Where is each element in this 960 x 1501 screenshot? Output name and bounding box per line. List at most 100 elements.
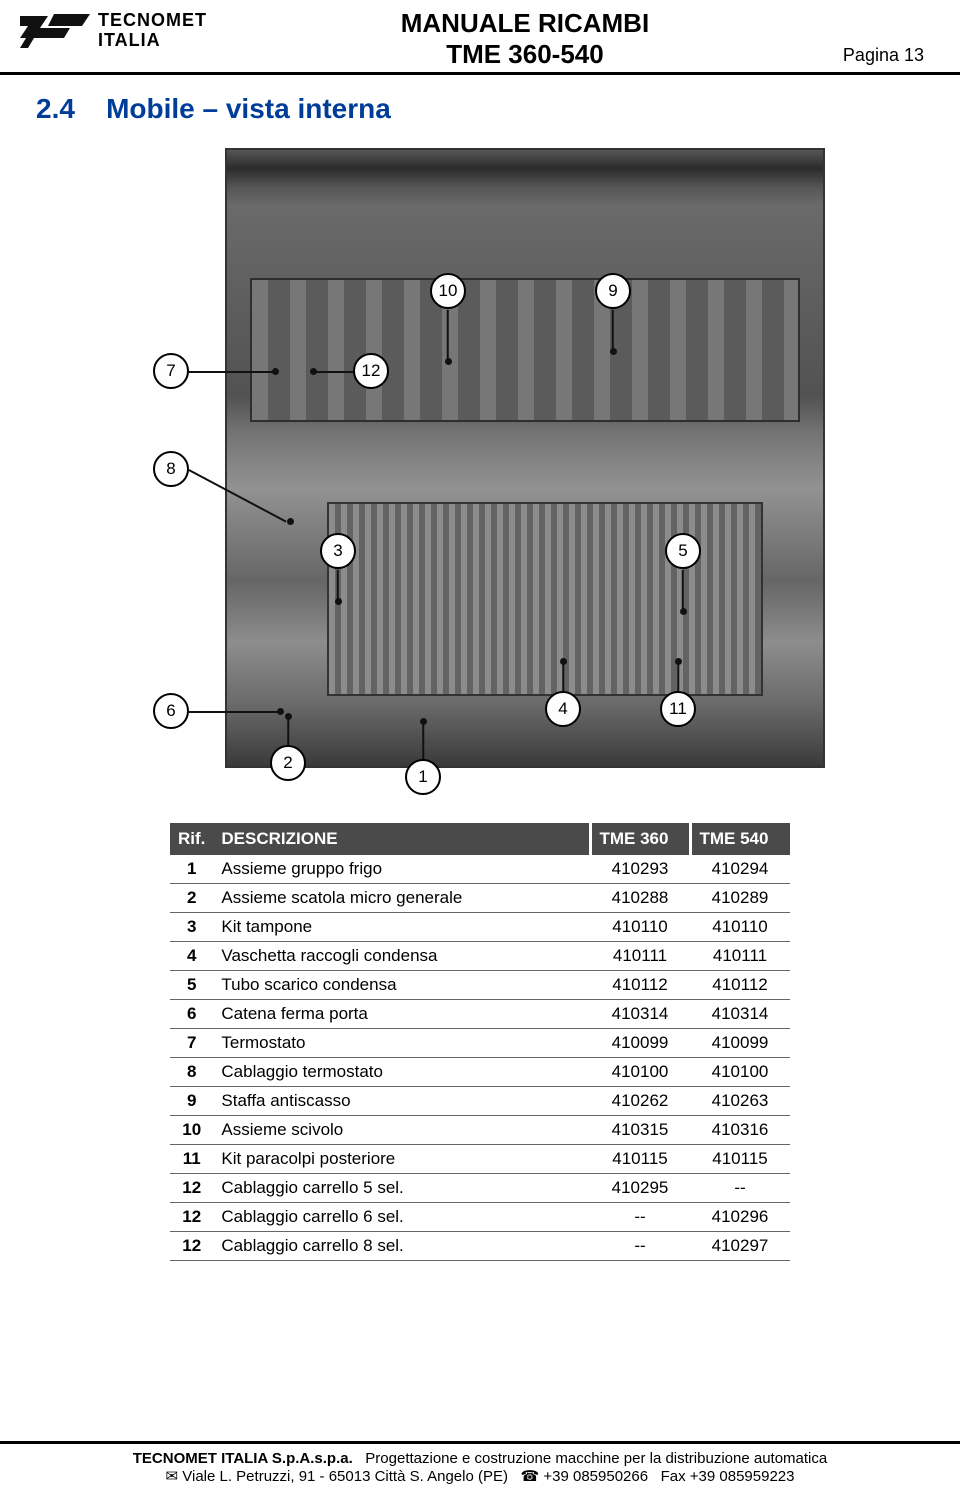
cell-code2: 410111	[690, 942, 790, 971]
cell-code2: 410112	[690, 971, 790, 1000]
leader-dot	[445, 358, 452, 365]
footer-line2: ✉ Viale L. Petruzzi, 91 - 65013 Città S.…	[20, 1467, 940, 1485]
leader-dot	[335, 598, 342, 605]
cell-code1: 410288	[590, 884, 690, 913]
table-row: 2Assieme scatola micro generale410288410…	[170, 884, 790, 913]
leader-dot	[310, 368, 317, 375]
callout-8: 8	[153, 451, 189, 487]
callout-9: 9	[595, 273, 631, 309]
leader-line	[612, 310, 614, 350]
footer-desc: Progettazione e costruzione macchine per…	[365, 1450, 827, 1467]
leader-dot	[287, 518, 294, 525]
cell-rif: 11	[170, 1145, 213, 1174]
footer-fax-label: Fax	[661, 1468, 686, 1485]
cell-desc: Assieme gruppo frigo	[213, 855, 590, 884]
footer-company: TECNOMET ITALIA S.p.A.s.p.a.	[133, 1450, 353, 1467]
leader-dot	[680, 608, 687, 615]
callout-7: 7	[153, 353, 189, 389]
cell-desc: Kit tampone	[213, 913, 590, 942]
logo-line1: TECNOMET	[98, 11, 207, 29]
cell-code1: 410111	[590, 942, 690, 971]
cell-desc: Staffa antiscasso	[213, 1087, 590, 1116]
col-desc: DESCRIZIONE	[213, 823, 590, 855]
cell-desc: Cablaggio carrello 8 sel.	[213, 1232, 590, 1261]
cell-code1: 410314	[590, 1000, 690, 1029]
callout-5: 5	[665, 533, 701, 569]
cell-rif: 6	[170, 1000, 213, 1029]
leader-line	[422, 720, 424, 760]
cell-desc: Catena ferma porta	[213, 1000, 590, 1029]
leader-dot	[277, 708, 284, 715]
table-row: 4Vaschetta raccogli condensa410111410111	[170, 942, 790, 971]
company-logo: TECNOMET ITALIA	[20, 8, 207, 54]
leader-line	[677, 662, 679, 692]
document-title: MANUALE RICAMBI TME 360-540	[207, 8, 843, 70]
table-body: 1Assieme gruppo frigo4102934102942Assiem…	[170, 855, 790, 1261]
cell-code2: 410110	[690, 913, 790, 942]
cell-rif: 12	[170, 1232, 213, 1261]
cell-rif: 4	[170, 942, 213, 971]
leader-dot	[675, 658, 682, 665]
cell-desc: Termostato	[213, 1029, 590, 1058]
leader-dot	[420, 718, 427, 725]
logo-text: TECNOMET ITALIA	[98, 11, 207, 51]
page: TECNOMET ITALIA MANUALE RICAMBI TME 360-…	[0, 0, 960, 1501]
cell-desc: Assieme scatola micro generale	[213, 884, 590, 913]
cell-code2: 410100	[690, 1058, 790, 1087]
table-row: 7Termostato410099410099	[170, 1029, 790, 1058]
callout-1: 1	[405, 759, 441, 795]
cell-code1: 410112	[590, 971, 690, 1000]
cell-rif: 10	[170, 1116, 213, 1145]
table-row: 12Cablaggio carrello 5 sel.410295--	[170, 1174, 790, 1203]
leader-line	[337, 570, 339, 600]
cell-code2: 410296	[690, 1203, 790, 1232]
cell-code1: 410110	[590, 913, 690, 942]
leader-line	[315, 371, 353, 373]
table-row: 10Assieme scivolo410315410316	[170, 1116, 790, 1145]
leader-dot	[610, 348, 617, 355]
table-row: 6Catena ferma porta410314410314	[170, 1000, 790, 1029]
mail-icon: ✉	[166, 1468, 179, 1485]
footer-phone: +39 085950266	[543, 1468, 648, 1485]
cell-code2: 410289	[690, 884, 790, 913]
cell-code2: 410294	[690, 855, 790, 884]
cell-desc: Cablaggio termostato	[213, 1058, 590, 1087]
leader-dot	[285, 713, 292, 720]
cell-code1: 410293	[590, 855, 690, 884]
exploded-diagram: 7 12 10 9 8 3 5 6 2	[105, 133, 855, 813]
title-line1: MANUALE RICAMBI	[207, 8, 843, 39]
callout-3: 3	[320, 533, 356, 569]
callout-6: 6	[153, 693, 189, 729]
table-row: 11Kit paracolpi posteriore410115410115	[170, 1145, 790, 1174]
section-number: 2.4	[36, 93, 75, 124]
table-row: 3Kit tampone410110410110	[170, 913, 790, 942]
cell-code1: 410295	[590, 1174, 690, 1203]
cell-rif: 2	[170, 884, 213, 913]
leader-dot	[272, 368, 279, 375]
table-row: 5Tubo scarico condensa410112410112	[170, 971, 790, 1000]
cell-desc: Vaschetta raccogli condensa	[213, 942, 590, 971]
callout-10: 10	[430, 273, 466, 309]
cell-rif: 12	[170, 1174, 213, 1203]
cell-code1: 410315	[590, 1116, 690, 1145]
leader-dot	[560, 658, 567, 665]
section-heading: 2.4 Mobile – vista interna	[0, 75, 960, 133]
cell-code2: 410314	[690, 1000, 790, 1029]
leader-line	[189, 711, 279, 713]
cell-code1: --	[590, 1203, 690, 1232]
cell-code1: 410115	[590, 1145, 690, 1174]
cell-rif: 5	[170, 971, 213, 1000]
leader-line	[682, 570, 684, 610]
parts-table: Rif. DESCRIZIONE TME 360 TME 540 1Assiem…	[170, 823, 790, 1261]
title-line2: TME 360-540	[207, 39, 843, 70]
cell-rif: 3	[170, 913, 213, 942]
cell-desc: Kit paracolpi posteriore	[213, 1145, 590, 1174]
cell-rif: 7	[170, 1029, 213, 1058]
cell-rif: 9	[170, 1087, 213, 1116]
cell-code1: 410262	[590, 1087, 690, 1116]
cell-rif: 1	[170, 855, 213, 884]
cell-desc: Cablaggio carrello 5 sel.	[213, 1174, 590, 1203]
cell-code1: 410100	[590, 1058, 690, 1087]
cell-rif: 12	[170, 1203, 213, 1232]
col-tme540: TME 540	[690, 823, 790, 855]
